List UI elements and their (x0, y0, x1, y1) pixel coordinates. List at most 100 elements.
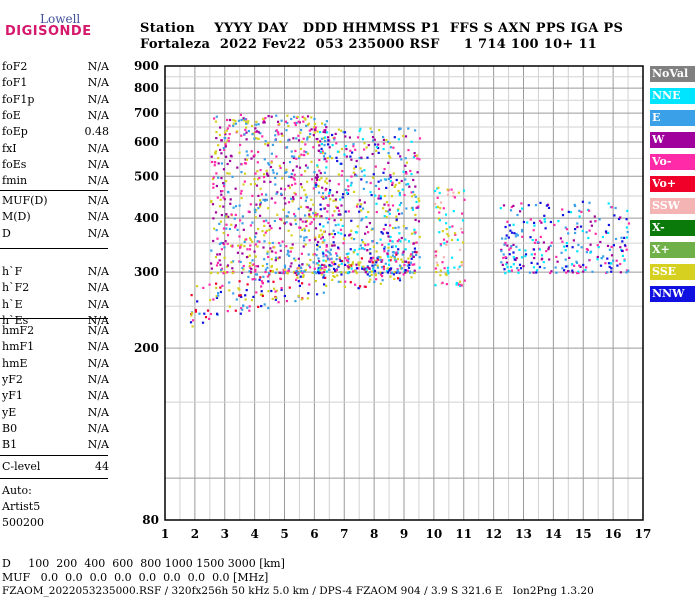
echo-point (324, 131, 327, 134)
x-tick-label: 5 (280, 527, 288, 541)
param-row: D N/A (2, 227, 109, 241)
echo-point (342, 237, 346, 240)
echo-point (350, 175, 353, 178)
echo-point (280, 192, 283, 195)
echo-point (441, 230, 444, 233)
echo-point (216, 253, 219, 256)
echo-point (228, 289, 231, 292)
echo-point (339, 228, 343, 231)
echo-point (325, 217, 328, 220)
echo-point (501, 263, 504, 266)
echo-point (342, 193, 345, 196)
echo-point (293, 115, 296, 118)
echo-point (251, 124, 254, 128)
echo-point (353, 167, 356, 170)
echo-point (568, 256, 571, 259)
echo-point (227, 137, 230, 140)
echo-point (238, 204, 241, 207)
echo-point (503, 243, 506, 246)
echo-point (348, 136, 351, 139)
echo-point (352, 190, 356, 193)
echo-point (316, 173, 319, 176)
echo-point (341, 224, 344, 227)
echo-point (515, 257, 518, 260)
echo-point (518, 263, 522, 266)
echo-point (190, 294, 193, 297)
echo-point (249, 244, 252, 247)
echo-point (380, 231, 383, 234)
echo-point (325, 260, 328, 263)
echo-point (400, 212, 403, 215)
echo-point (283, 264, 287, 267)
echo-point (245, 138, 248, 141)
echo-point (401, 252, 404, 255)
echo-point (297, 280, 300, 283)
echo-point (379, 282, 382, 285)
echo-point (394, 226, 397, 229)
echo-point (306, 152, 310, 155)
echo-point (542, 241, 545, 244)
echo-point (442, 207, 445, 210)
echo-point (304, 269, 307, 272)
echo-point (365, 225, 368, 228)
echo-point (234, 309, 237, 312)
echo-point (226, 310, 229, 313)
echo-point (302, 137, 305, 140)
echo-point (389, 146, 393, 149)
echo-point (288, 186, 291, 189)
echo-point (318, 191, 321, 194)
param-name: h`Es (2, 313, 29, 327)
echo-point (328, 146, 331, 149)
echo-point (390, 271, 393, 274)
echo-point (326, 258, 330, 261)
echo-point (269, 180, 272, 183)
echo-point (298, 166, 302, 169)
echo-point (413, 247, 416, 250)
echo-point (361, 239, 364, 242)
echo-point (385, 178, 388, 181)
param-value: N/A (87, 141, 109, 155)
echo-point (300, 266, 303, 269)
echo-point (219, 290, 222, 294)
echo-point (418, 158, 421, 161)
echo-point (213, 227, 216, 230)
echo-point (324, 197, 328, 200)
echo-point (402, 250, 405, 253)
echo-point (302, 120, 305, 123)
echo-point (305, 224, 308, 228)
echo-point (443, 242, 446, 245)
echo-point (621, 240, 624, 243)
echo-point (407, 257, 410, 260)
echo-point (261, 135, 264, 138)
echo-point (314, 236, 317, 239)
echo-point (588, 229, 591, 232)
echo-point (412, 178, 415, 182)
echo-point (274, 201, 277, 204)
echo-point (306, 263, 309, 266)
legend-entry-x-: X+ (650, 242, 695, 258)
echo-point (452, 191, 455, 194)
echo-point (326, 131, 329, 134)
echo-point (251, 221, 254, 224)
echo-point (268, 224, 272, 227)
param-name: yE (2, 405, 17, 419)
legend-entry-vo-: Vo- (650, 154, 695, 170)
echo-point (395, 215, 398, 218)
param-row: h`Es N/A (2, 314, 109, 328)
echo-point (262, 119, 265, 122)
echo-point (235, 298, 238, 301)
echo-point (315, 183, 318, 186)
echo-point (400, 158, 403, 161)
echo-point (392, 227, 395, 230)
echo-point (549, 220, 552, 224)
echo-point (540, 221, 543, 224)
echo-point (535, 271, 538, 274)
echo-point (320, 177, 323, 180)
echo-point (276, 191, 279, 194)
echo-point (386, 253, 389, 256)
echo-point (308, 215, 311, 218)
echo-point (331, 194, 334, 197)
echo-point (321, 150, 324, 153)
param-name: B0 (2, 421, 18, 435)
echo-point (288, 175, 291, 178)
